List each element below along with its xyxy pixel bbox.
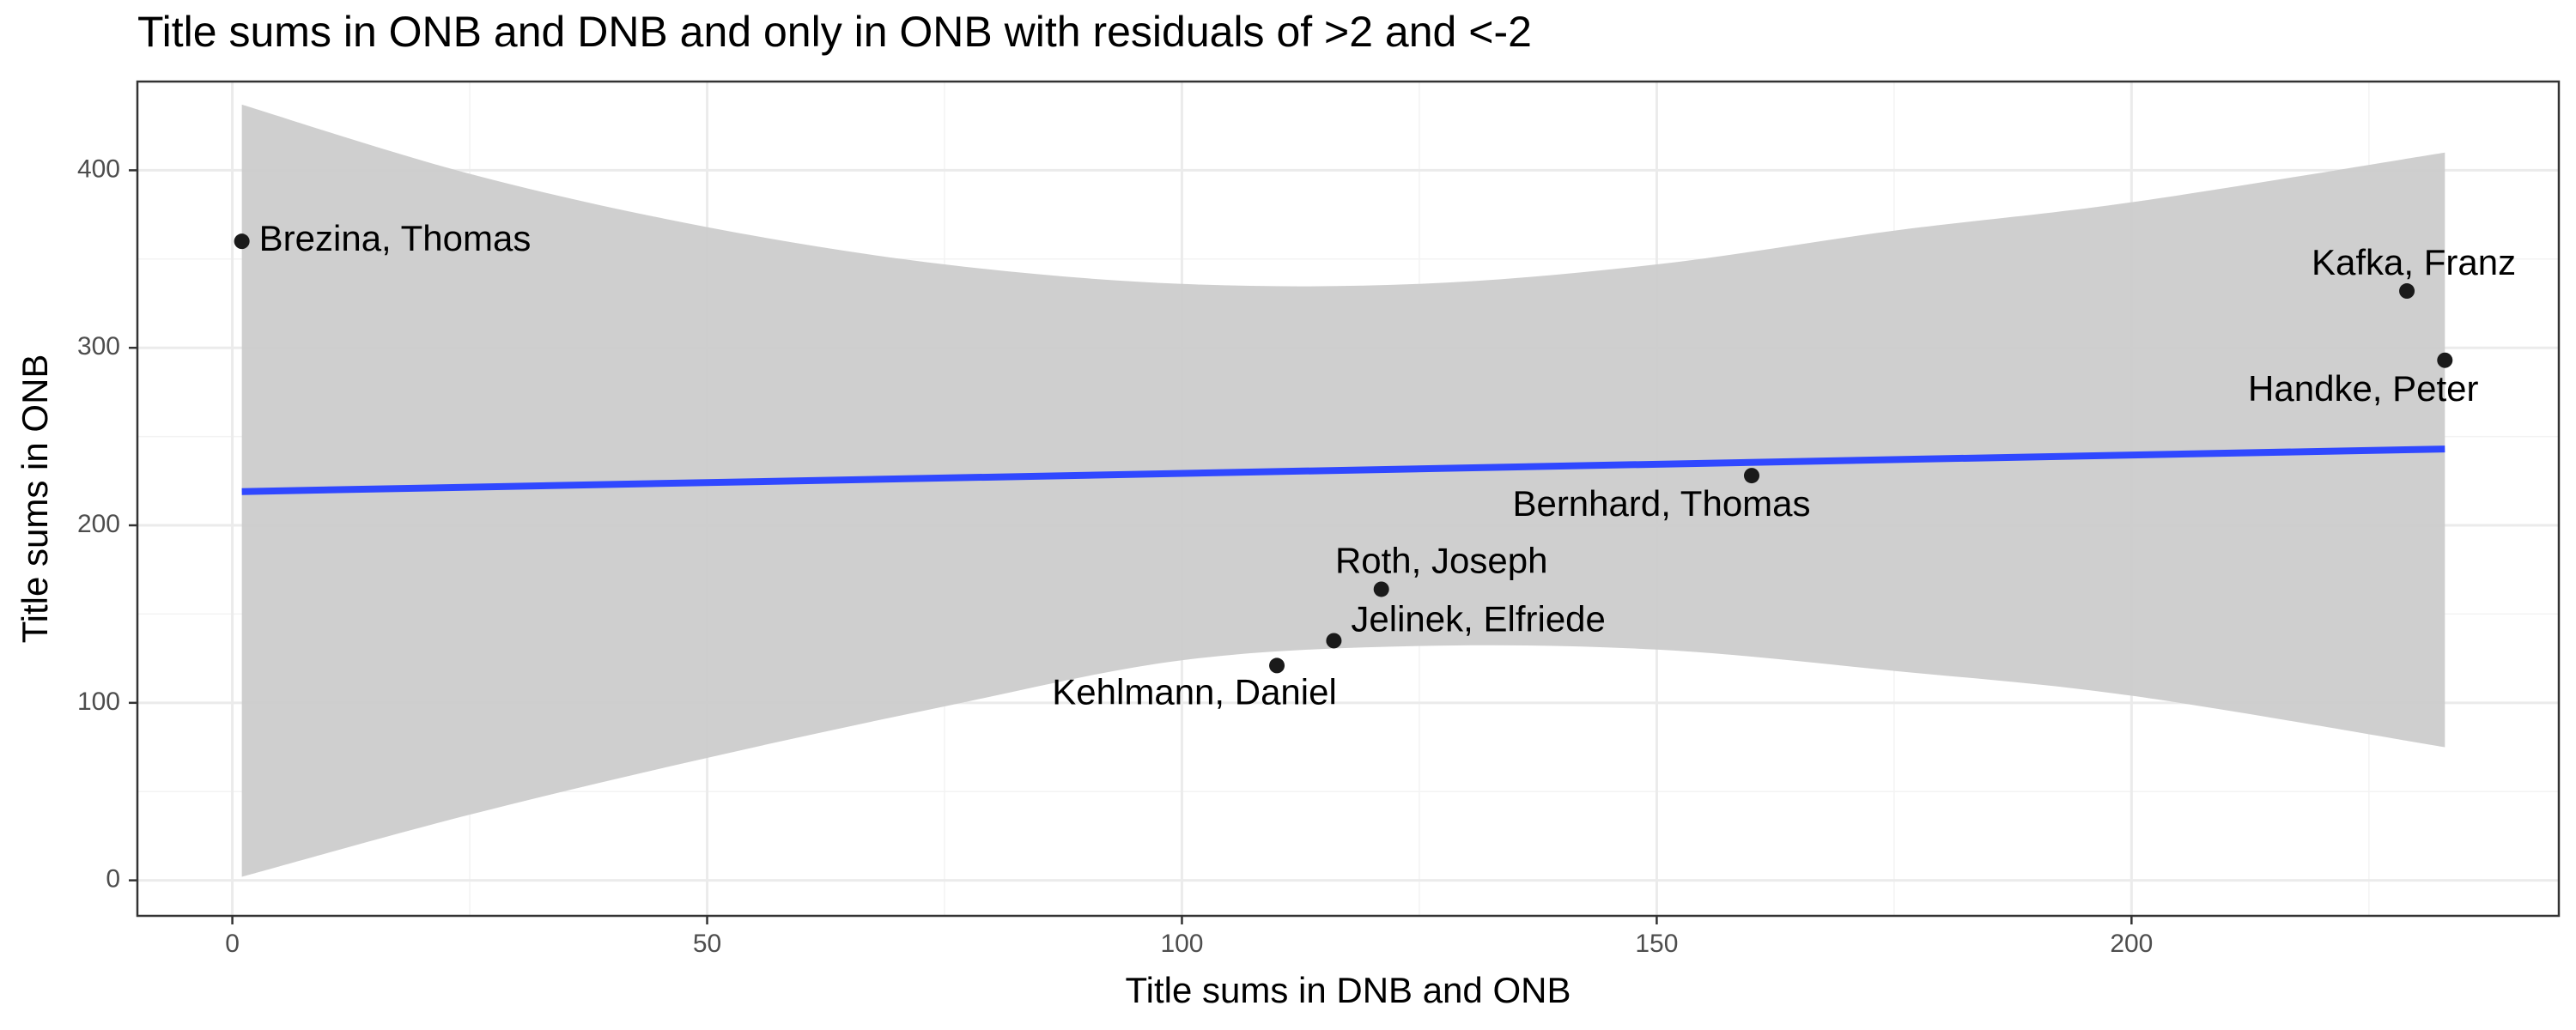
data-point (1744, 468, 1759, 484)
x-tick-label: 150 (1635, 930, 1678, 958)
point-label: Bernhard, Thomas (1512, 483, 1810, 524)
y-tick-label: 200 (77, 510, 120, 538)
x-tick-label: 200 (2110, 930, 2153, 958)
data-point (1326, 633, 1342, 649)
point-label: Brezina, Thomas (259, 218, 532, 258)
chart-title: Title sums in ONB and DNB and only in ON… (137, 8, 1532, 56)
y-tick-label: 100 (77, 688, 120, 716)
data-points (234, 233, 2453, 674)
x-tick-label: 100 (1160, 930, 1203, 958)
point-label: Kafka, Franz (2312, 242, 2516, 282)
y-tick-label: 400 (77, 154, 120, 183)
data-point (1373, 581, 1389, 597)
point-label: Kehlmann, Daniel (1052, 671, 1337, 712)
point-label: Handke, Peter (2248, 368, 2479, 409)
y-axis-title: Title sums in ONB (15, 354, 55, 644)
x-axis-title: Title sums in DNB and ONB (1126, 970, 1571, 1010)
y-axis-ticks: 0 100 200 300 400 (77, 154, 137, 894)
plot-border (136, 80, 2561, 918)
x-tick-label: 50 (693, 930, 721, 958)
confidence-band (241, 104, 2445, 877)
y-tick-label: 0 (106, 865, 120, 894)
regression-line (241, 445, 2445, 495)
data-point (2399, 283, 2415, 300)
y-tick-label: 300 (77, 332, 120, 360)
point-label: Jelinek, Elfriede (1351, 599, 1605, 639)
data-point (2437, 352, 2453, 368)
point-label: Roth, Joseph (1335, 541, 1548, 581)
x-axis-ticks: 0 50 100 150 200 (225, 916, 2153, 958)
data-point (234, 233, 250, 250)
x-tick-label: 0 (225, 930, 240, 958)
point-labels: Brezina, Thomas Kafka, Franz Handke, Peter… (259, 218, 2516, 712)
data-point (1269, 657, 1285, 674)
